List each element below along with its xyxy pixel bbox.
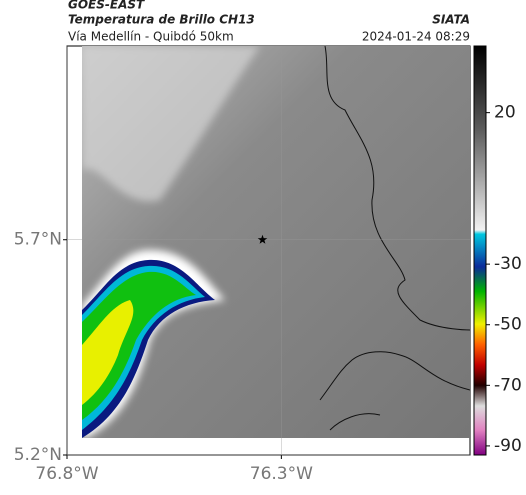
- colorbar-tick-label: -70: [494, 375, 522, 395]
- satellite: GOES-EAST: [68, 0, 145, 12]
- location-marker: [257, 234, 268, 244]
- colorbar-tick-label: -30: [494, 254, 522, 274]
- colorbar-tick-label: -50: [494, 315, 522, 335]
- source: SIATA: [432, 13, 470, 27]
- x-tick-label: 76.3°W: [250, 464, 313, 484]
- colorbar-tick-label: -90: [494, 436, 522, 456]
- product: Temperatura de Brillo CH13: [68, 13, 255, 27]
- datetime: 2024-01-24 08:29: [362, 30, 470, 44]
- y-tick-label: 5.2°N: [14, 445, 62, 465]
- x-tick-label: 76.8°W: [35, 464, 98, 484]
- y-tick-label: 5.7°N: [14, 230, 62, 250]
- route: Vía Medellín - Quibdó 50km: [68, 30, 234, 44]
- satellite-image: [82, 46, 470, 438]
- colorbar-tick-label: 20: [494, 103, 516, 123]
- colorbar: [473, 45, 487, 456]
